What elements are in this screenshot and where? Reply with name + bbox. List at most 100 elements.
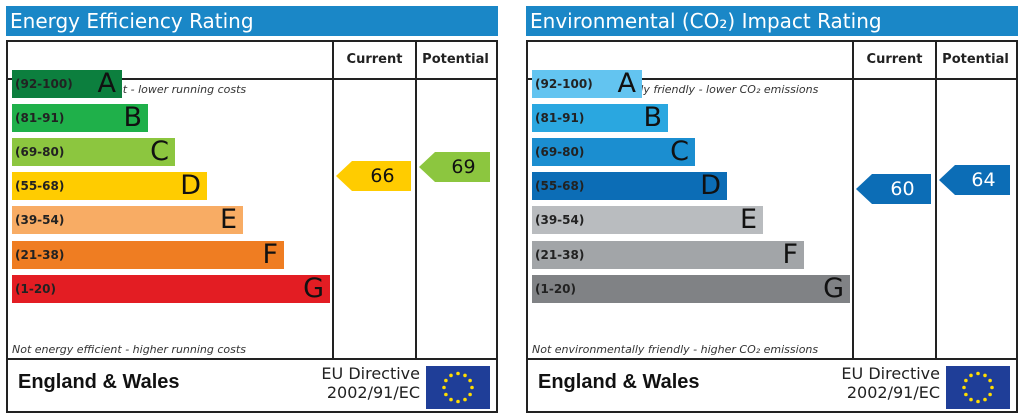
band-letter-label: D [700,170,721,201]
band-range-label: (55-68) [15,179,65,193]
band-range-label: (21-38) [15,248,65,262]
rating-band-e: (39-54) E [532,206,763,234]
rating-band-a: (92-100) A [12,70,122,98]
eu-star [444,378,448,383]
energy-efficiency-panel: Energy Efficiency Rating Current Potential… [6,6,500,413]
chart-title: Environmental (CO₂) Impact Rating [526,6,1018,36]
rating-band-e: (39-54) E [12,206,243,234]
eu-star [468,392,472,397]
rating-band-c: (69-80) C [532,138,695,166]
column-header-current: Current [346,52,403,67]
band-range-label: (69-80) [535,145,585,159]
band-letter-label: F [262,239,278,270]
footer-divider [528,358,1016,360]
band-range-label: (81-91) [15,111,65,125]
directive-line-1: EU Directive [321,364,420,383]
eu-flag-icon [426,366,490,409]
eu-star [449,397,453,402]
band-range-label: (55-68) [535,179,585,193]
arrow-polygon [419,152,490,182]
band-range-label: (81-91) [535,111,585,125]
rating-arrow-potential: 64 [939,165,1010,196]
eu-star [470,385,474,390]
band-range-label: (1-20) [535,282,576,296]
band-range-label: (1-20) [15,282,56,296]
eu-star [962,385,966,390]
eu-star [990,385,994,390]
eu-star [463,373,467,378]
eu-star [463,397,467,402]
eu-star [456,399,460,404]
bottom-note: Not environmentally friendly - higher CO… [532,343,819,356]
chart-title: Energy Efficiency Rating [6,6,498,36]
eu-flag-icon [946,366,1010,409]
footer-divider [8,358,496,360]
band-range-label: (39-54) [15,213,65,227]
rating-band-d: (55-68) D [12,172,207,200]
band-letter-label: C [150,136,169,167]
eu-star [969,397,973,402]
column-header-current: Current [866,52,923,67]
rating-band-g: (1-20) G [12,275,330,303]
eu-star [456,371,460,376]
rating-band-b: (81-91) B [532,104,668,132]
band-letter-label: D [180,170,201,201]
eu-directive: EU Directive 2002/91/EC [841,364,940,402]
eu-star [988,378,992,383]
rating-value-potential: 69 [451,156,476,178]
directive-line-1: EU Directive [841,364,940,383]
bottom-note: Not energy efficient - higher running co… [12,343,246,356]
column-divider [852,42,854,358]
band-letter-label: E [739,204,757,235]
eu-star [988,392,992,397]
arrow-shape [856,174,931,205]
eu-stars-icon [442,371,474,404]
rating-value-current: 66 [370,164,395,187]
arrow-shape [336,160,411,191]
rating-arrow-current: 60 [856,174,931,205]
band-range-label: (69-80) [15,145,65,159]
band-range-label: (39-54) [535,213,585,227]
eu-star [983,373,987,378]
eu-star [449,373,453,378]
band-letter-label: B [643,102,662,133]
header-divider [528,78,1016,80]
rating-arrow-current: 66 [336,160,411,191]
rating-frame: Current Potential Very environmentally fri… [526,40,1018,413]
rating-frame: Current Potential Very energy efficient - … [6,40,498,413]
eu-star [964,378,968,383]
band-range-label: (21-38) [535,248,585,262]
band-letter-label: F [782,239,798,270]
band-letter-label: G [823,273,844,304]
rating-band-b: (81-91) B [12,104,148,132]
band-letter-label: G [303,273,324,304]
rating-band-d: (55-68) D [532,172,727,200]
column-divider [332,42,334,358]
rating-band-c: (69-80) C [12,138,175,166]
arrow-polygon [939,165,1010,196]
eu-star [976,399,980,404]
column-header-potential: Potential [942,52,1009,67]
band-letter-label: C [670,136,689,167]
arrow-shape [419,152,490,182]
arrow-polygon [336,160,411,191]
arrow-shape [939,165,1010,196]
directive-line-2: 2002/91/EC [846,383,940,402]
environmental-impact-panel: Environmental (CO₂) Impact Rating Current… [526,6,1020,413]
rating-band-g: (1-20) G [532,275,850,303]
rating-value-potential: 64 [971,169,996,192]
band-letter-label: E [219,204,237,235]
band-range-label: (92-100) [15,77,73,91]
eu-star [468,378,472,383]
rating-value-current: 60 [890,178,915,201]
band-letter-label: A [617,68,636,99]
rating-arrow-potential: 69 [419,152,490,182]
region-label: England & Wales [538,371,700,393]
arrow-polygon [856,174,931,205]
column-divider [935,42,937,358]
rating-band-f: (21-38) F [12,241,284,269]
eu-star [983,397,987,402]
eu-stars-icon [962,371,994,404]
eu-star [444,392,448,397]
header-divider [8,78,496,80]
